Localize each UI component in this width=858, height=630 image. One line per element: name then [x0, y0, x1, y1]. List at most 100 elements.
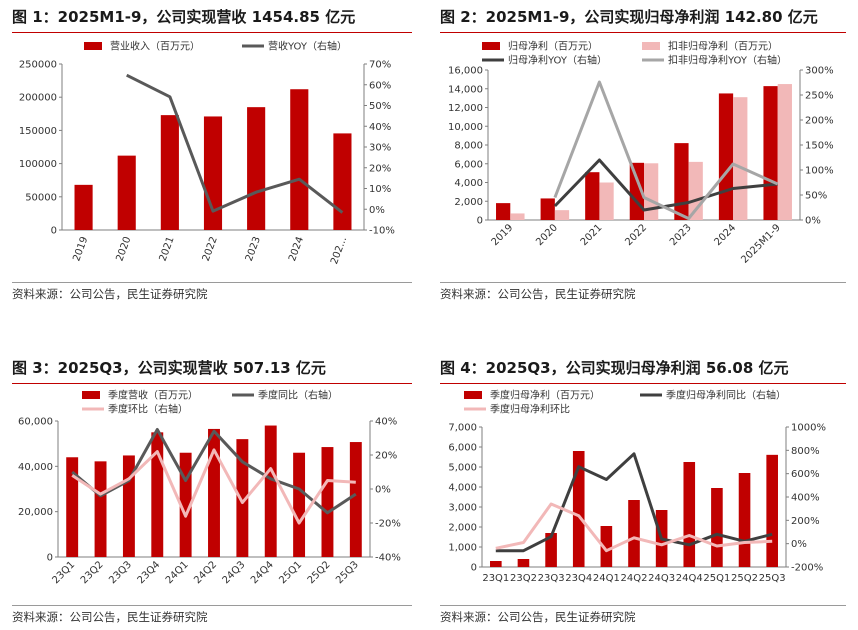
x-tick-label: 2021	[579, 222, 605, 248]
bar	[74, 184, 93, 230]
bar	[572, 451, 585, 567]
bar	[321, 447, 334, 557]
y-tick-label-left: 150000	[19, 126, 57, 137]
y-tick-label-right: 1000%	[791, 423, 826, 434]
bar	[738, 473, 751, 567]
legend-label: 营收YOY（右轴）	[268, 40, 347, 53]
x-tick-label: 23Q3	[538, 573, 565, 584]
bar	[733, 97, 748, 220]
y-tick-label-right: 20%	[375, 451, 397, 462]
x-tick-label: 24Q3	[221, 559, 248, 586]
source-rule	[440, 605, 846, 606]
x-tick-label: 23Q4	[136, 559, 163, 586]
y-tick-label-left: 0	[477, 216, 483, 227]
bar	[247, 107, 266, 230]
y-tick-label-right: 200%	[805, 116, 834, 127]
x-tick-label: 24Q4	[249, 559, 276, 586]
y-tick-label-right: 0%	[375, 485, 391, 496]
source-note: 资料来源：公司公告，民生证券研究院	[440, 610, 636, 624]
y-tick-label-left: 16,000	[448, 66, 483, 77]
source-rule	[12, 605, 412, 606]
legend-label: 季度归母净利（百万元）	[490, 389, 600, 402]
legend-swatch	[464, 391, 482, 399]
bar	[545, 533, 557, 567]
y-tick-label-left: 40,000	[18, 462, 53, 473]
legend-swatch	[84, 42, 102, 50]
bar	[333, 133, 352, 230]
series-line	[553, 158, 778, 212]
x-tick-label: 25Q2	[731, 573, 758, 584]
bar	[490, 561, 502, 567]
bar	[349, 442, 362, 557]
x-tick-label: 2024	[287, 235, 306, 263]
bar	[151, 432, 164, 557]
bar	[711, 488, 723, 567]
y-tick-label-right: 400%	[791, 493, 820, 504]
bar	[160, 115, 179, 230]
y-tick-label-right: 50%	[369, 101, 391, 112]
bar	[236, 439, 249, 557]
legend-label: 季度环比（右轴）	[108, 403, 188, 416]
bar	[683, 462, 696, 567]
chart-panel-3: 图 3：2025Q3，公司实现营收 507.13 亿元 0 20,000 40,00…	[12, 357, 412, 627]
y-tick-label-right: 800%	[791, 446, 820, 457]
y-tick-label-right: -10%	[369, 226, 395, 237]
bar	[718, 93, 734, 220]
y-tick-label-right: 250%	[805, 91, 834, 102]
y-tick-label-left: 10,000	[448, 122, 483, 133]
x-tick-label: 25Q1	[277, 559, 304, 586]
y-tick-label-right: 0%	[805, 216, 821, 227]
bar	[628, 500, 640, 567]
bar	[293, 452, 306, 557]
legend-label: 扣非归母净利YOY（右轴）	[668, 54, 787, 67]
x-tick-label: 24Q2	[621, 573, 648, 584]
y-tick-label-left: 2,000	[454, 197, 483, 208]
title-rule	[12, 383, 412, 384]
y-tick-label-right: 40%	[375, 417, 397, 428]
x-tick-label: 2022	[623, 222, 649, 248]
chart-1-svg: 0 50000 100000 150000 200000 250000 -10% 0% 10% 2…	[19, 40, 395, 266]
legend-label: 归母净利YOY（右轴）	[508, 54, 607, 67]
bar	[66, 457, 79, 557]
x-tick-label: 2019	[71, 235, 90, 263]
y-tick-label-left: 20,000	[18, 507, 53, 518]
y-tick-label-right: -40%	[375, 553, 401, 564]
x-tick-label: 2025M1-9	[739, 222, 782, 265]
y-tick-label-left: 14,000	[448, 84, 483, 95]
bar	[674, 143, 689, 220]
y-tick-label-left: 50000	[25, 192, 57, 203]
x-tick-label: 25Q2	[306, 559, 333, 586]
y-tick-label-right: 150%	[805, 141, 834, 152]
y-tick-label-left: 100000	[19, 159, 57, 170]
bar	[599, 182, 614, 220]
x-tick-label: 24Q4	[676, 573, 703, 584]
x-tick-label: 24Q1	[164, 559, 191, 586]
y-tick-label-left: 0	[47, 553, 53, 564]
y-tick-label-left: 7,000	[448, 423, 477, 434]
chart-panel-2: 图 2：2025M1-9，公司实现归母净利润 142.80 亿元 0 2,000 4…	[440, 6, 846, 306]
legend-swatch	[642, 42, 660, 50]
x-tick-label: 25Q1	[703, 573, 730, 584]
y-tick-label-left: 2,000	[448, 523, 477, 534]
y-tick-label-left: 0	[51, 226, 57, 237]
x-tick-label: 25Q3	[334, 559, 361, 586]
bar	[517, 559, 530, 567]
series-line	[71, 448, 356, 525]
y-tick-label-right: 40%	[369, 122, 391, 133]
bar	[179, 452, 192, 557]
y-tick-label-left: 200000	[19, 93, 57, 104]
x-tick-label: 202...	[329, 235, 349, 266]
title-rule	[440, 32, 846, 33]
legend-label: 扣非归母净利（百万元）	[668, 40, 778, 53]
legend-label: 季度归母净利环比	[490, 403, 570, 416]
bar	[540, 198, 555, 220]
source-note: 资料来源：公司公告，民生证券研究院	[12, 287, 208, 301]
y-tick-label-right: 60%	[369, 80, 391, 91]
bar	[763, 86, 778, 220]
chart-title: 图 1：2025M1-9，公司实现营收 1454.85 亿元	[12, 8, 356, 26]
y-tick-label-left: 3,000	[448, 503, 477, 514]
source-note: 资料来源：公司公告，民生证券研究院	[440, 287, 636, 301]
x-tick-label: 23Q1	[50, 559, 77, 586]
y-tick-label-right: 50%	[805, 191, 827, 202]
